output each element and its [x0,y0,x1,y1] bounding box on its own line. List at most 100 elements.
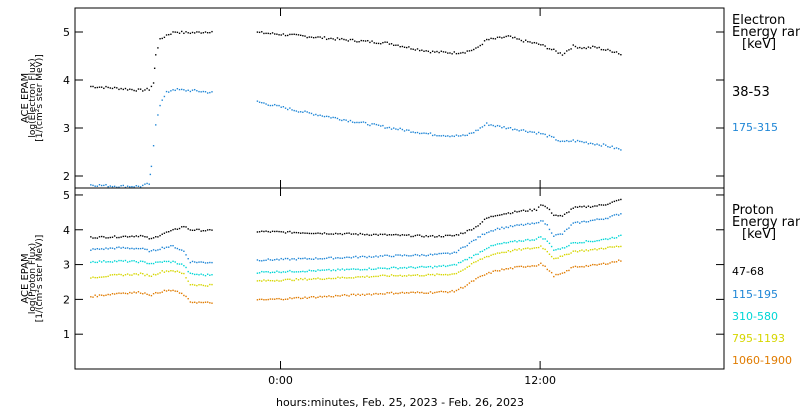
data-point [103,260,105,262]
data-point [267,104,269,106]
data-point [370,256,373,258]
data-point [395,44,397,46]
data-point [455,52,458,55]
data-point [176,88,179,90]
data-point [265,299,267,301]
data-point [278,259,280,261]
data-point [429,253,432,255]
data-point [278,34,280,36]
data-point [328,256,330,259]
data-point [425,255,427,257]
data-point [509,267,512,269]
data-point [405,291,408,294]
data-point [581,242,583,244]
data-point [563,271,566,274]
data-point [291,232,293,234]
data-point [282,258,285,261]
data-point [607,263,609,265]
data-point [617,53,620,55]
data-point [381,274,384,276]
data-point [615,147,618,149]
electron-y-axis-label: log(Electron Flux) [28,58,38,137]
data-point [355,268,357,271]
data-point [524,210,527,212]
data-point [542,44,544,46]
data-point [511,240,514,243]
data-point [332,116,334,119]
data-point [109,261,112,263]
data-point [109,247,112,249]
data-point [278,297,280,300]
data-point [537,246,540,249]
data-point [185,266,187,269]
data-point [429,274,432,276]
data-point [546,268,549,271]
data-point [399,254,401,256]
data-point [451,235,453,237]
data-point [574,241,577,244]
data-point [118,88,120,91]
data-point [375,275,377,278]
data-point [609,146,611,149]
data-point [475,253,477,256]
proton-legend-title: [keV] [742,227,776,242]
data-point [355,233,357,235]
data-point [464,285,466,288]
data-point [148,238,150,240]
data-point [434,274,436,277]
data-point [103,236,105,238]
data-point [176,263,179,265]
data-point [522,240,525,242]
data-point [436,253,438,256]
data-point [537,43,540,45]
data-point [611,236,613,239]
data-point [431,134,434,137]
data-point [542,238,544,240]
data-point [315,278,317,280]
data-point [168,246,170,248]
data-point [438,51,440,54]
data-point [609,262,611,264]
data-point [133,291,135,293]
data-point [455,134,458,136]
data-point [118,246,120,248]
data-point [341,257,344,259]
data-point [548,134,551,137]
data-point [427,50,430,53]
data-point [155,124,157,126]
data-point [390,128,393,130]
data-point [531,239,533,241]
data-point [416,234,419,236]
data-point [520,240,523,242]
data-point [267,279,269,281]
data-point [306,279,308,281]
data-point [323,115,326,118]
data-point [364,268,366,271]
data-point [302,35,304,37]
data-point [137,261,140,264]
data-point [92,260,94,263]
data-point [109,236,112,239]
data-point [403,234,406,236]
data-point [447,252,449,254]
data-point [507,212,510,214]
data-point [557,215,559,217]
data-point [315,270,317,272]
data-point [124,274,127,276]
data-point [126,89,129,91]
data-point [284,271,287,273]
data-point [607,48,609,51]
data-point [449,253,451,255]
data-point [304,257,306,259]
data-point [464,246,466,248]
data-point [602,218,605,221]
data-point [405,267,408,269]
data-point [598,248,600,250]
data-point [533,247,536,249]
data-point [520,223,523,226]
data-point [379,267,382,269]
data-point [289,259,291,261]
data-point [302,270,304,273]
data-point [94,276,96,279]
